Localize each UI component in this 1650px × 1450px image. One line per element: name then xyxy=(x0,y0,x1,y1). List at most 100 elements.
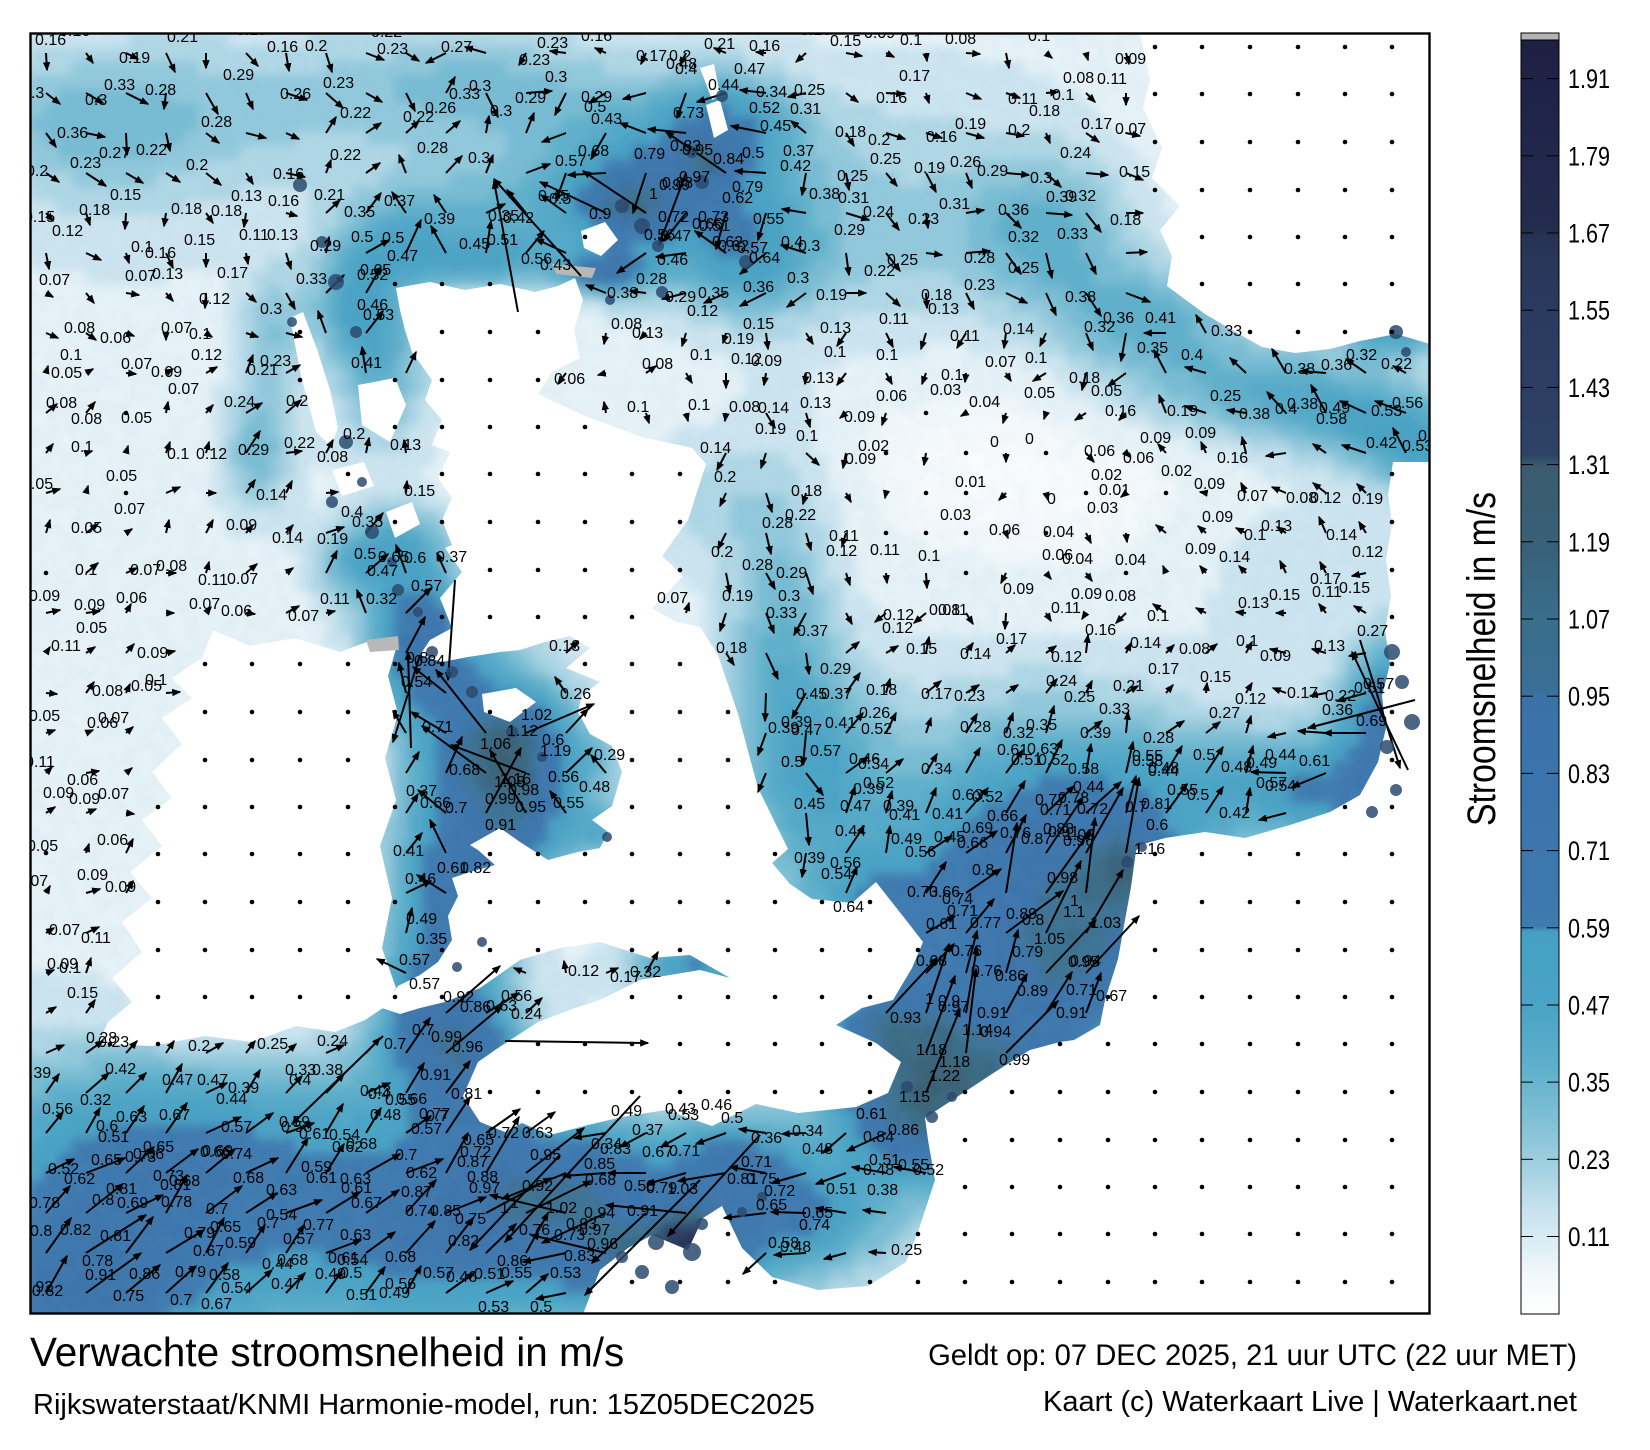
svg-text:0.09: 0.09 xyxy=(1202,509,1233,526)
svg-text:1.02: 1.02 xyxy=(521,707,552,724)
svg-text:1.1: 1.1 xyxy=(1063,904,1085,921)
svg-text:0.57: 0.57 xyxy=(810,743,841,760)
svg-text:0.3: 0.3 xyxy=(469,78,491,95)
svg-text:0.61: 0.61 xyxy=(341,1180,372,1197)
svg-text:0.39: 0.39 xyxy=(853,781,884,798)
svg-text:0.56: 0.56 xyxy=(905,844,936,861)
svg-text:0.55: 0.55 xyxy=(898,1157,929,1174)
svg-text:0.17: 0.17 xyxy=(217,265,248,282)
svg-text:0.11: 0.11 xyxy=(938,602,968,619)
svg-text:0.23: 0.23 xyxy=(519,52,550,69)
svg-text:0.07: 0.07 xyxy=(98,786,129,803)
svg-text:0.01: 0.01 xyxy=(1099,482,1130,499)
svg-text:0.16: 0.16 xyxy=(876,90,907,107)
svg-text:0.39: 0.39 xyxy=(424,211,455,228)
svg-text:0.67: 0.67 xyxy=(351,1195,382,1212)
svg-text:0.36: 0.36 xyxy=(998,202,1029,219)
svg-text:0.46: 0.46 xyxy=(446,1269,477,1286)
svg-text:0.4: 0.4 xyxy=(1181,347,1203,364)
svg-text:0.35: 0.35 xyxy=(344,204,375,221)
svg-text:0.69: 0.69 xyxy=(962,820,993,837)
svg-text:0.14: 0.14 xyxy=(1219,549,1250,566)
svg-text:0.54: 0.54 xyxy=(821,866,852,883)
svg-text:0.24: 0.24 xyxy=(863,204,894,221)
svg-text:0.66: 0.66 xyxy=(957,835,988,852)
svg-text:0.15: 0.15 xyxy=(1339,580,1370,597)
svg-text:0.09: 0.09 xyxy=(69,791,100,808)
svg-text:0.57: 0.57 xyxy=(411,578,442,595)
svg-text:0.38: 0.38 xyxy=(1065,289,1096,306)
svg-text:0.65: 0.65 xyxy=(378,549,409,566)
svg-text:0.09: 0.09 xyxy=(77,867,108,884)
svg-text:0.41: 0.41 xyxy=(351,355,382,372)
svg-text:0.34: 0.34 xyxy=(792,1123,823,1140)
svg-text:0.42: 0.42 xyxy=(1366,435,1397,452)
svg-text:0: 0 xyxy=(990,434,999,451)
svg-text:Verwachte stroomsnelheid in m/: Verwachte stroomsnelheid in m/s xyxy=(30,1329,624,1375)
svg-text:0.45: 0.45 xyxy=(760,118,791,135)
svg-text:0.09: 0.09 xyxy=(1185,541,1216,558)
svg-text:1.31: 1.31 xyxy=(1568,450,1610,480)
svg-text:0.17: 0.17 xyxy=(1148,661,1179,678)
svg-text:0.23: 0.23 xyxy=(954,688,985,705)
svg-text:1.16: 1.16 xyxy=(1134,841,1165,858)
svg-text:0.09: 0.09 xyxy=(137,645,168,662)
svg-text:0.44: 0.44 xyxy=(835,823,866,840)
svg-text:0.51: 0.51 xyxy=(487,232,518,249)
svg-text:0.28: 0.28 xyxy=(145,82,176,99)
svg-text:0.38: 0.38 xyxy=(1284,361,1315,378)
svg-text:0.78: 0.78 xyxy=(29,1195,60,1212)
svg-text:0.99: 0.99 xyxy=(999,1052,1030,1069)
svg-text:0.61: 0.61 xyxy=(299,1126,330,1143)
svg-text:0.69: 0.69 xyxy=(1356,713,1387,730)
svg-text:0.13: 0.13 xyxy=(820,320,851,337)
svg-text:0.16: 0.16 xyxy=(145,245,176,262)
svg-text:0.12: 0.12 xyxy=(199,291,230,308)
svg-text:0.59: 0.59 xyxy=(1568,913,1610,943)
svg-text:0.67: 0.67 xyxy=(193,1243,224,1260)
svg-text:0.11: 0.11 xyxy=(239,227,269,244)
svg-text:0.5: 0.5 xyxy=(1187,787,1209,804)
svg-text:0.58: 0.58 xyxy=(1068,761,1099,778)
svg-text:0.37: 0.37 xyxy=(436,549,467,566)
svg-text:0.33: 0.33 xyxy=(104,77,135,94)
svg-text:0.54: 0.54 xyxy=(1265,778,1296,795)
svg-text:0.25: 0.25 xyxy=(1064,689,1095,706)
svg-text:0.45: 0.45 xyxy=(459,236,490,253)
svg-text:0.81: 0.81 xyxy=(100,1228,131,1245)
svg-text:0.19: 0.19 xyxy=(722,588,753,605)
svg-text:0.26: 0.26 xyxy=(280,86,311,103)
svg-text:0.63: 0.63 xyxy=(1027,741,1058,758)
svg-text:0.23: 0.23 xyxy=(323,75,354,92)
svg-text:0.06: 0.06 xyxy=(554,371,585,388)
svg-text:0.07: 0.07 xyxy=(288,608,319,625)
svg-text:0.04: 0.04 xyxy=(1043,524,1074,541)
svg-text:0.02: 0.02 xyxy=(858,438,889,455)
svg-text:0.48: 0.48 xyxy=(802,1141,833,1158)
svg-text:0.27: 0.27 xyxy=(99,145,130,162)
svg-text:0.09: 0.09 xyxy=(29,588,60,605)
svg-text:0.18: 0.18 xyxy=(1110,212,1141,229)
svg-text:0.68: 0.68 xyxy=(585,1172,616,1189)
svg-text:0.09: 0.09 xyxy=(1185,425,1216,442)
svg-text:0.98: 0.98 xyxy=(1047,870,1078,887)
svg-text:0.53: 0.53 xyxy=(550,1265,581,1282)
svg-text:1.07: 1.07 xyxy=(1568,605,1610,635)
svg-text:0.15: 0.15 xyxy=(830,33,861,50)
svg-text:0.86: 0.86 xyxy=(129,1266,160,1283)
svg-text:0.34: 0.34 xyxy=(756,84,787,101)
svg-text:0.71: 0.71 xyxy=(1066,982,1097,999)
svg-text:0.06: 0.06 xyxy=(1123,450,1154,467)
svg-text:0.56: 0.56 xyxy=(501,988,532,1005)
svg-text:0.36: 0.36 xyxy=(751,1130,782,1147)
svg-text:0.97: 0.97 xyxy=(469,1180,500,1197)
svg-text:0.1: 0.1 xyxy=(1052,87,1074,104)
svg-text:0.24: 0.24 xyxy=(1046,673,1077,690)
svg-text:0.36: 0.36 xyxy=(1322,702,1353,719)
svg-text:0.24: 0.24 xyxy=(1060,145,1091,162)
svg-text:1.15: 1.15 xyxy=(899,1089,930,1106)
svg-text:0.07: 0.07 xyxy=(161,320,192,337)
svg-text:0.66: 0.66 xyxy=(420,795,451,812)
svg-text:0.16: 0.16 xyxy=(268,193,299,210)
svg-text:0.23: 0.23 xyxy=(70,155,101,172)
